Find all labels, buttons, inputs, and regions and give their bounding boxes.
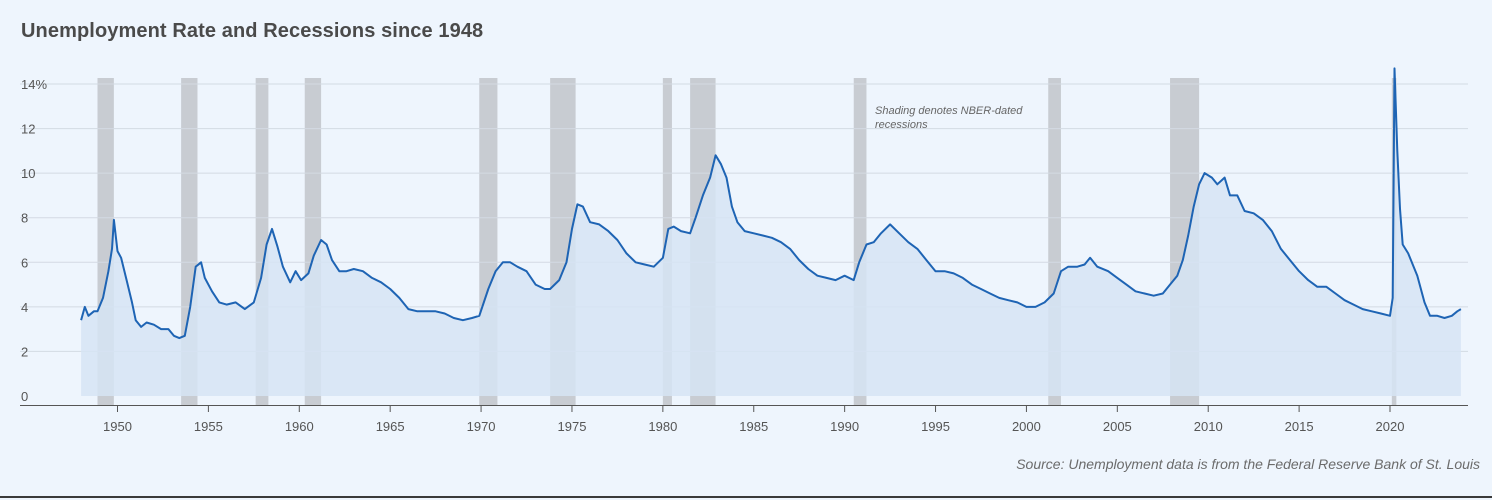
x-tick-label: 1985: [739, 419, 768, 434]
x-tick-label: 1990: [830, 419, 859, 434]
series-area-layer: [81, 68, 1461, 397]
x-tick-label: 1965: [376, 419, 405, 434]
x-tick-label: 1995: [921, 419, 950, 434]
y-tick-label: 10: [21, 166, 35, 181]
source-note: Source: Unemployment data is from the Fe…: [1016, 456, 1480, 472]
y-tick-label: 12: [21, 122, 35, 137]
recession-note: Shading denotes NBER-dated recessions: [875, 105, 1023, 131]
chart-title: Unemployment Rate and Recessions since 1…: [21, 20, 484, 42]
x-tick-label: 2005: [1103, 419, 1132, 434]
y-tick-label: 0: [21, 389, 28, 404]
series-area: [81, 68, 1461, 397]
x-tick-label: 1960: [285, 419, 314, 434]
y-tick-label: 8: [21, 211, 28, 226]
x-tick-label: 2000: [1012, 419, 1041, 434]
series-line-layer: [80, 67, 1462, 340]
y-tick-label: 4: [21, 300, 28, 315]
series-line: [80, 67, 1462, 340]
y-tick-label: 2: [21, 344, 28, 359]
x-tick-label: 1950: [103, 419, 132, 434]
x-tick-label: 2010: [1194, 419, 1223, 434]
x-tick-label: 1970: [467, 419, 496, 434]
x-tick-label: 1980: [648, 419, 677, 434]
x-tick-label: 2015: [1285, 419, 1314, 434]
x-ticks-layer: 1950 1955 1960 1965 1970 1975 1980 1985 1990 1995…: [103, 406, 1404, 434]
x-tick-label: 2020: [1376, 419, 1405, 434]
bottom-rule: [0, 496, 1492, 498]
y-tick-label: 14%: [21, 77, 47, 92]
y-ticks-layer: 0 2 4 6 8 10 12 14%: [21, 77, 47, 404]
y-tick-label: 6: [21, 255, 28, 270]
x-tick-label: 1975: [558, 419, 587, 434]
x-tick-label: 1955: [194, 419, 223, 434]
